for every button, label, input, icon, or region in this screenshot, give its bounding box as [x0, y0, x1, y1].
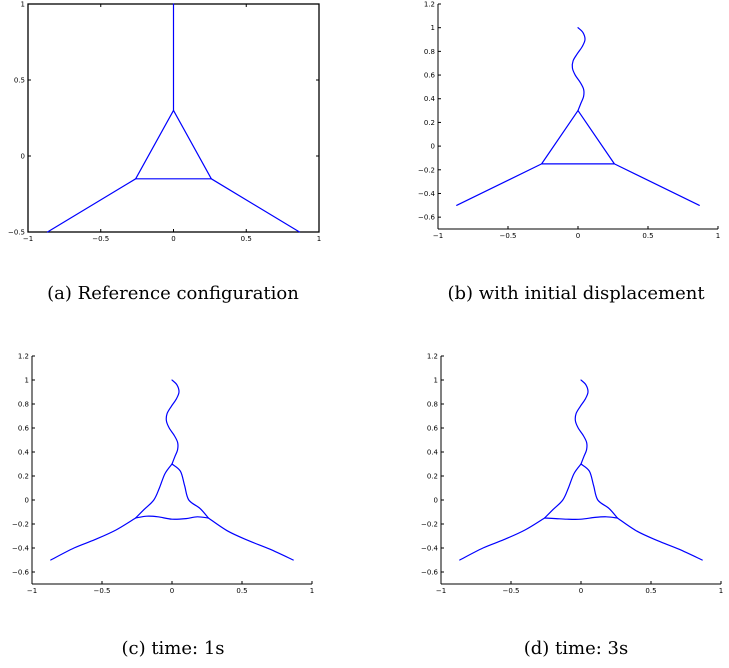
series-line: [46, 178, 137, 233]
y-tick-label: −0.4: [12, 545, 30, 553]
x-tick-label: −0.5: [94, 587, 111, 595]
x-tick-label: −1: [27, 587, 37, 595]
y-tick-label: 0.6: [427, 425, 439, 433]
y-tick-label: 0: [25, 497, 29, 505]
y-tick-label: 0.2: [427, 473, 438, 481]
y-tick-label: 0.8: [18, 401, 29, 409]
x-tick-label: −0.5: [92, 235, 109, 243]
x-tick-label: 0: [170, 587, 174, 595]
y-tick-label: −0.6: [418, 214, 436, 222]
y-tick-label: 1: [21, 1, 25, 9]
series-line: [135, 463, 173, 519]
y-tick-label: 0: [21, 153, 25, 161]
y-tick-label: 0.6: [18, 425, 30, 433]
caption-a: (a) Reference configuration: [47, 283, 299, 304]
series-line: [135, 109, 212, 180]
series-line: [210, 178, 301, 233]
series-line: [165, 379, 180, 465]
series-line: [544, 463, 582, 519]
y-tick-label: −0.6: [12, 569, 30, 577]
y-tick-label: 0.2: [424, 119, 435, 127]
y-tick-label: 1.2: [18, 353, 29, 361]
y-tick-label: 0.6: [424, 72, 436, 80]
x-tick-label: 1: [719, 587, 723, 595]
series-line: [571, 27, 586, 112]
x-tick-label: 1: [317, 235, 321, 243]
y-tick-label: −0.6: [421, 569, 439, 577]
x-tick-label: 0.5: [645, 587, 656, 595]
y-tick-label: 1.2: [427, 353, 438, 361]
x-tick-label: 0: [579, 587, 583, 595]
y-tick-label: 1: [431, 24, 435, 32]
y-tick-label: −0.4: [418, 190, 436, 198]
caption-d: (d) time: 3s: [524, 638, 628, 659]
series-line: [613, 163, 700, 206]
y-tick-label: 0.5: [14, 77, 25, 85]
y-tick-label: 1.2: [424, 1, 435, 9]
y-tick-label: −0.2: [418, 166, 435, 174]
x-tick-label: −1: [436, 587, 446, 595]
panel-a: −1 −0.5 0 0.5 1−0.500.51: [8, 1, 321, 244]
x-tick-label: 1: [716, 232, 720, 240]
series-line: [207, 517, 294, 561]
x-tick-label: 0: [576, 232, 580, 240]
series-line: [580, 463, 618, 519]
x-tick-label: 1: [310, 587, 314, 595]
y-tick-label: 0.8: [424, 48, 435, 56]
y-tick-label: −0.5: [8, 229, 25, 237]
series-line: [50, 517, 137, 561]
y-tick-label: 0.4: [18, 449, 30, 457]
series-line: [456, 163, 543, 206]
series-line: [541, 109, 615, 165]
y-tick-label: −0.4: [421, 545, 439, 553]
x-tick-label: 0.5: [241, 235, 252, 243]
series-line: [544, 516, 618, 520]
y-tick-label: 0.2: [18, 473, 29, 481]
y-tick-label: 0.4: [427, 449, 439, 457]
series-line: [135, 515, 209, 520]
panel-b: −1 −0.5 0 0.5 1 −0.6 −0.4 −0.2 0 0.2 0.4 0.6 0.8 1 1.2: [418, 1, 720, 241]
x-tick-label: −0.5: [503, 587, 520, 595]
panel-c: −1 −0.5 0 0.5 1 −0.6 −0.4 −0.2 0 0.2 0.4 0.6 0.8 1 1.2: [12, 353, 314, 596]
x-tick-label: −1: [433, 232, 443, 240]
caption-c: (c) time: 1s: [121, 638, 224, 659]
y-tick-label: −0.2: [421, 521, 438, 529]
y-tick-label: 0: [434, 497, 438, 505]
y-tick-label: 1: [434, 377, 438, 385]
series-line: [574, 379, 589, 465]
y-tick-label: −0.2: [12, 521, 29, 529]
series-line: [171, 463, 209, 519]
y-tick-label: 1: [25, 377, 29, 385]
series-line: [459, 517, 546, 561]
y-tick-label: 0.8: [427, 401, 438, 409]
x-tick-label: 0.5: [236, 587, 247, 595]
y-tick-label: 0.4: [424, 95, 436, 103]
series-line: [616, 517, 703, 561]
x-tick-label: −0.5: [500, 232, 517, 240]
x-tick-label: 0: [171, 235, 175, 243]
x-tick-label: 0.5: [642, 232, 653, 240]
y-tick-label: 0: [431, 143, 435, 151]
x-tick-label: −1: [23, 235, 33, 243]
panel-d: −1 −0.5 0 0.5 1 −0.6 −0.4 −0.2 0 0.2 0.4 0.6 0.8 1 1.2: [421, 353, 723, 596]
caption-b: (b) with initial displacement: [447, 283, 705, 304]
